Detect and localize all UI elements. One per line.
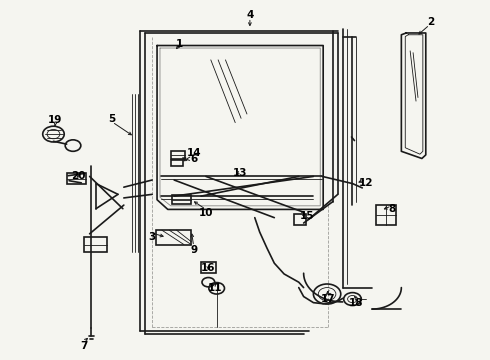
Text: 6: 6 <box>190 154 197 164</box>
Text: 2: 2 <box>427 17 434 27</box>
Text: 20: 20 <box>71 171 85 181</box>
Text: 3: 3 <box>148 232 156 242</box>
Text: 9: 9 <box>190 245 197 255</box>
Text: 13: 13 <box>233 168 247 178</box>
Text: 5: 5 <box>108 114 116 124</box>
Text: 15: 15 <box>300 211 315 221</box>
Text: 4: 4 <box>246 10 253 20</box>
Text: 11: 11 <box>207 283 222 293</box>
Text: 1: 1 <box>175 39 183 49</box>
Text: 14: 14 <box>186 148 201 158</box>
Text: 8: 8 <box>388 204 395 215</box>
Text: 18: 18 <box>349 298 364 308</box>
Text: 16: 16 <box>201 263 216 273</box>
Text: 12: 12 <box>359 178 373 188</box>
Text: 10: 10 <box>198 208 213 218</box>
Text: 17: 17 <box>321 294 335 304</box>
Text: 19: 19 <box>48 115 63 125</box>
Text: 7: 7 <box>80 341 87 351</box>
